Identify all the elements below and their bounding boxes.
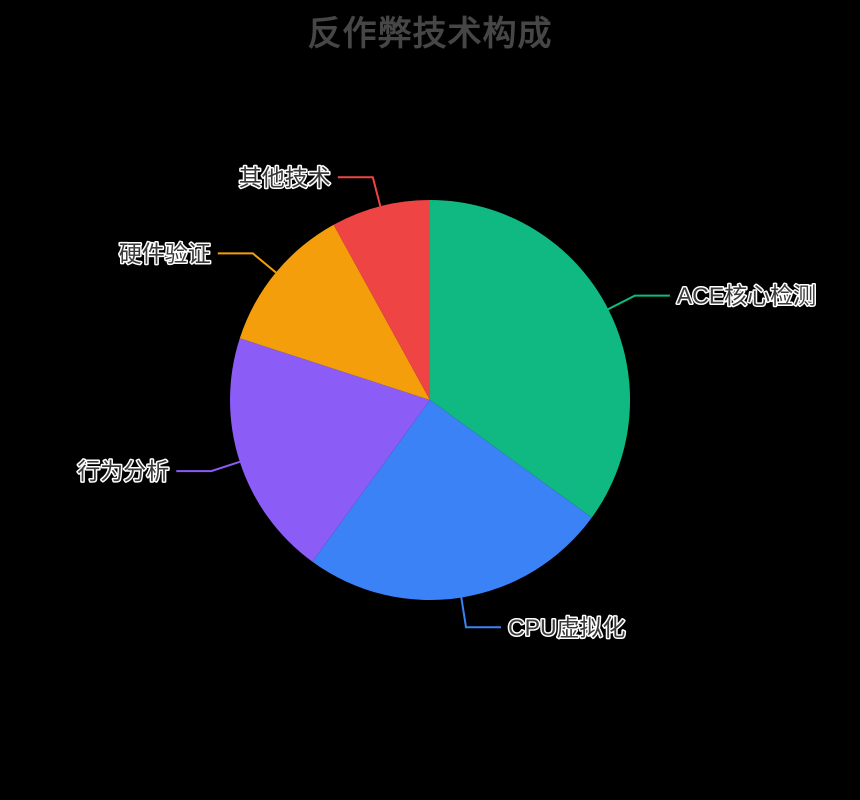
pie-slice-4[interactable] xyxy=(239,224,430,400)
pie-slice-2[interactable] xyxy=(312,400,592,601)
pie-slice-3[interactable] xyxy=(230,338,430,562)
slice-label-4: 硬件验证 xyxy=(119,240,211,266)
label-line-1 xyxy=(607,294,670,311)
label-line-5 xyxy=(337,176,382,207)
label-line-3 xyxy=(176,460,241,473)
pie-slice-5[interactable] xyxy=(333,199,430,400)
label-line-4 xyxy=(217,252,277,274)
pie-slice-1[interactable] xyxy=(430,199,631,518)
slice-label-1: ACE核心检测 xyxy=(677,283,816,309)
chart-title: 反作弊技术构成 xyxy=(307,15,553,53)
label-line-2 xyxy=(460,597,501,629)
slice-label-3: 行为分析 xyxy=(77,458,169,484)
slice-label-5: 其他技术 xyxy=(239,164,331,190)
slice-label-2: CPU虚拟化 xyxy=(508,614,626,640)
